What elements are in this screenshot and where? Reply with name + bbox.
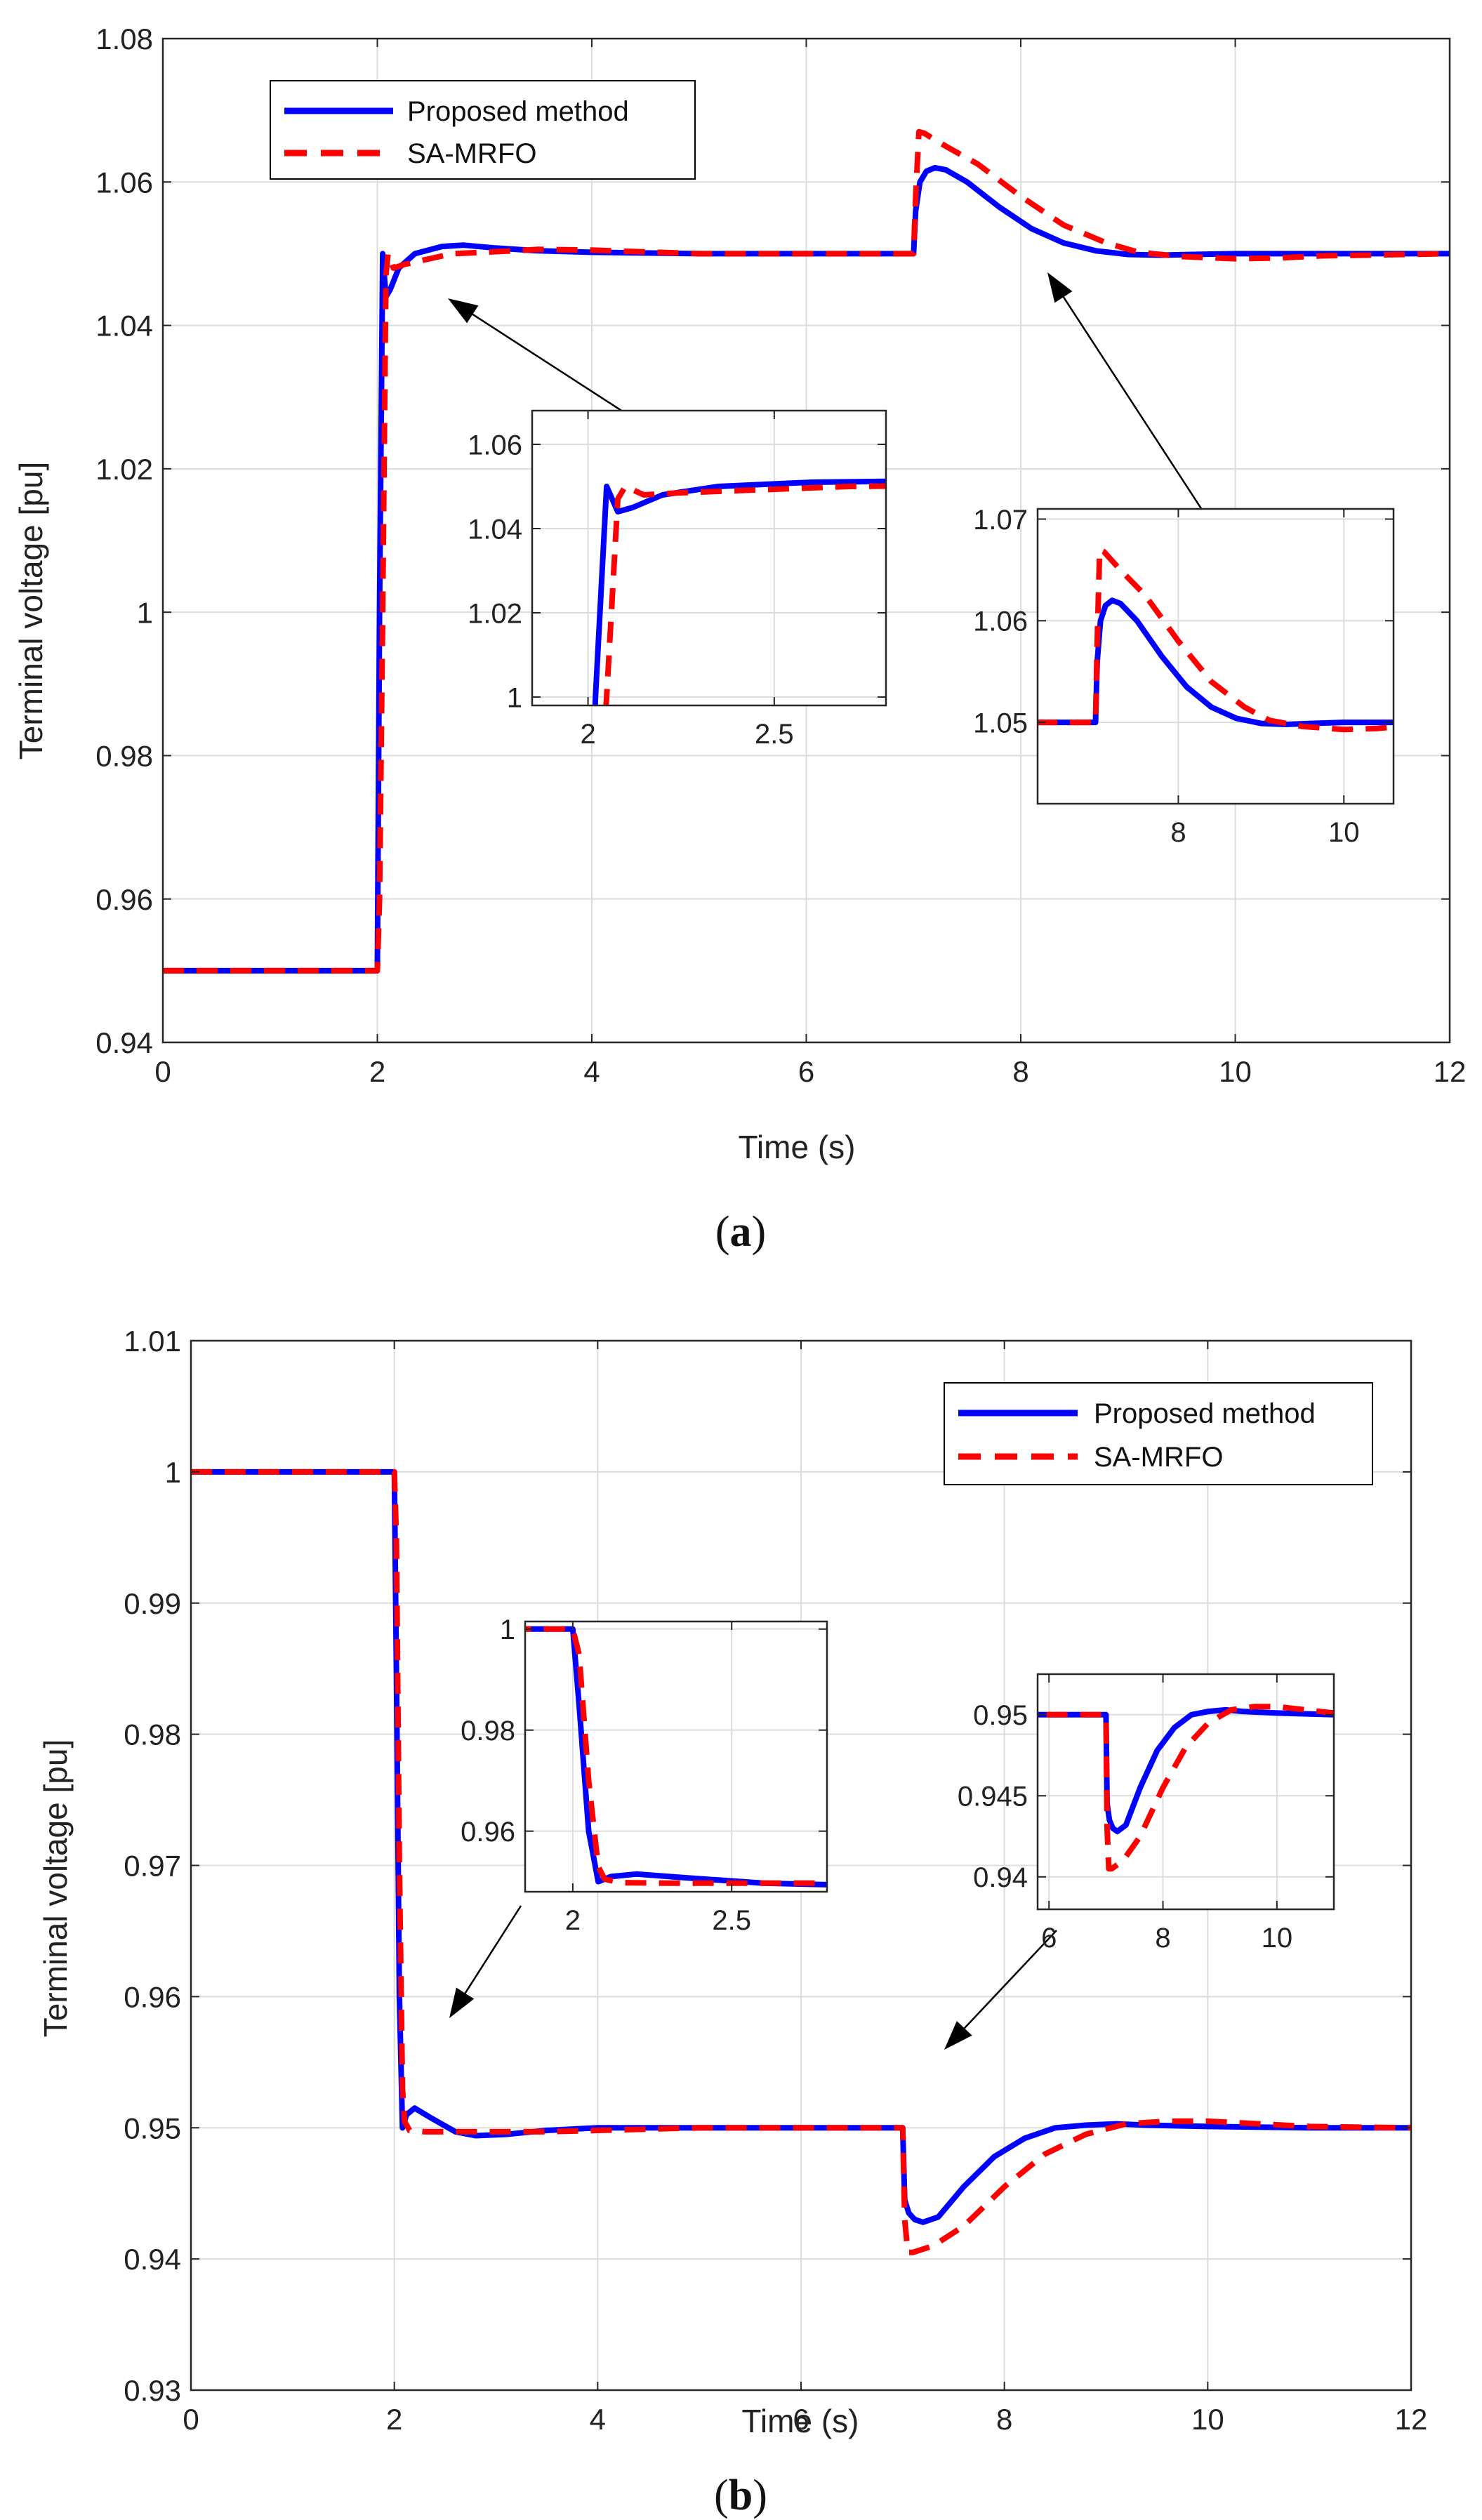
- x-tick-label: 10: [1191, 2403, 1224, 2436]
- y-tick-label: 1.05: [973, 708, 1028, 739]
- y-tick-label: 0.945: [958, 1782, 1028, 1812]
- y-tick-label: 0.94: [973, 1862, 1028, 1893]
- x-tick-label: 8: [996, 2403, 1012, 2436]
- series-line-sa-mrfo: [1038, 546, 1394, 733]
- caption-a: (a): [715, 1208, 766, 1256]
- x-tick-label: 10: [1328, 817, 1360, 848]
- inset-axes: 8 10 1.05 1.06 1.07: [973, 505, 1395, 848]
- y-tick-label: 1: [137, 596, 153, 629]
- y-tick-label: 1: [500, 1614, 515, 1645]
- y-tick-label: 0.98: [95, 740, 153, 773]
- y-tick-label: 0.94: [95, 1026, 153, 1059]
- x-tick-label: 8: [1012, 1055, 1028, 1088]
- x-axis-label: Time (s): [739, 1129, 856, 1165]
- axes-frame: [531, 409, 887, 707]
- axes-frame: [1036, 1673, 1335, 1911]
- x-tick-label: 2: [565, 1905, 581, 1936]
- callout-arrow: [944, 1930, 1057, 2050]
- plot-background: [525, 1622, 827, 1892]
- y-tick-label: 0.98: [461, 1716, 515, 1746]
- y-tick-label: 1.08: [95, 22, 153, 55]
- x-tick-label: 2.5: [755, 719, 794, 750]
- y-tick-label: 1.01: [124, 1325, 181, 1358]
- legend-label-sa-mrfo: SA-MRFO: [1094, 1442, 1223, 1473]
- x-tick-label: 6: [793, 2403, 809, 2436]
- y-tick-label: 0.96: [461, 1817, 515, 1848]
- y-tick-label: 0.97: [124, 1850, 181, 1883]
- y-tick-label: 0.96: [95, 883, 153, 916]
- y-tick-label: 1.02: [468, 598, 522, 629]
- x-tick-label: 4: [583, 1055, 600, 1088]
- y-tick-label: 0.98: [124, 1718, 181, 1751]
- x-tick-label: 8: [1155, 1923, 1170, 1954]
- series-line-proposed: [592, 478, 886, 705]
- x-tick-label: 2: [580, 719, 595, 750]
- x-tick-label: 12: [1434, 1055, 1467, 1088]
- series-line-sa-mrfo: [525, 1626, 827, 1886]
- x-tick-label: 8: [1170, 817, 1186, 848]
- y-tick-label: 1.04: [468, 514, 522, 545]
- x-tick-label: 10: [1262, 1923, 1293, 1954]
- axes-frame: [524, 1620, 828, 1893]
- axes-frame: [1036, 508, 1395, 805]
- y-tick-label: 0.96: [124, 1980, 181, 2013]
- x-tick-label: 12: [1395, 2403, 1428, 2436]
- series-line-proposed: [163, 164, 1450, 974]
- x-axis-label: Time (s): [742, 2403, 859, 2439]
- y-axis-label: Terminal voltage [pu]: [37, 1739, 74, 2037]
- y-tick-label: 1: [507, 682, 522, 713]
- legend-label-proposed: Proposed method: [407, 96, 629, 127]
- y-tick-label: 0.95: [973, 1700, 1028, 1731]
- arrow-head: [944, 2021, 972, 2050]
- inset-axes: 6 8 10 0.94 0.945 0.95: [958, 1673, 1335, 1954]
- y-tick-label: 1.06: [468, 430, 522, 460]
- x-tick-label: 6: [798, 1055, 814, 1088]
- caption-b: (b): [714, 2472, 767, 2519]
- arrow-head: [449, 1987, 475, 2018]
- y-tick-label: 1.07: [973, 505, 1028, 536]
- callout-arrow: [449, 1905, 522, 2018]
- x-tick-label: 0: [154, 1055, 171, 1088]
- series-line-sa-mrfo: [191, 1468, 1411, 2255]
- y-tick-label: 0.95: [124, 2111, 181, 2144]
- x-tick-label: 6: [1041, 1923, 1057, 1954]
- legend-label-proposed: Proposed method: [1094, 1398, 1316, 1429]
- legend-label-sa-mrfo: SA-MRFO: [407, 138, 536, 169]
- x-tick-label: 2: [386, 2403, 402, 2436]
- y-tick-label: 1: [165, 1456, 181, 1489]
- inset-axes: 2 2.5 1 1.02 1.04 1.06: [468, 409, 887, 750]
- y-tick-label: 1.06: [973, 606, 1028, 637]
- series-line-sa-mrfo: [163, 128, 1450, 974]
- x-tick-label: 2.5: [712, 1905, 751, 1936]
- arrow-head: [1047, 272, 1073, 303]
- x-tick-label: 4: [590, 2403, 606, 2436]
- x-tick-label: 0: [183, 2403, 199, 2436]
- y-axis-label: Terminal voltage [pu]: [13, 462, 49, 760]
- y-tick-label: 1.02: [95, 453, 153, 486]
- legend: Proposed method SA-MRFO: [944, 1382, 1373, 1485]
- y-tick-label: 1.06: [95, 166, 153, 199]
- panel-b: 0 2 4 6 8 10 120.930.940.950.960.970.980.9911.…: [37, 1325, 1428, 2519]
- series-line-sa-mrfo: [1038, 1704, 1334, 1872]
- plot-background: [1038, 509, 1394, 804]
- inset-axes: 2 2.5 0.96 0.98 1: [461, 1614, 828, 1936]
- x-tick-label: 10: [1219, 1055, 1252, 1088]
- y-tick-label: 0.94: [124, 2243, 181, 2276]
- plot-background: [532, 411, 886, 705]
- y-tick-label: 0.93: [124, 2374, 181, 2407]
- y-tick-label: 0.99: [124, 1587, 181, 1620]
- arrow-head: [448, 298, 479, 324]
- y-tick-label: 1.04: [95, 310, 153, 343]
- x-tick-label: 2: [369, 1055, 385, 1088]
- legend: Proposed method SA-MRFO: [270, 80, 696, 180]
